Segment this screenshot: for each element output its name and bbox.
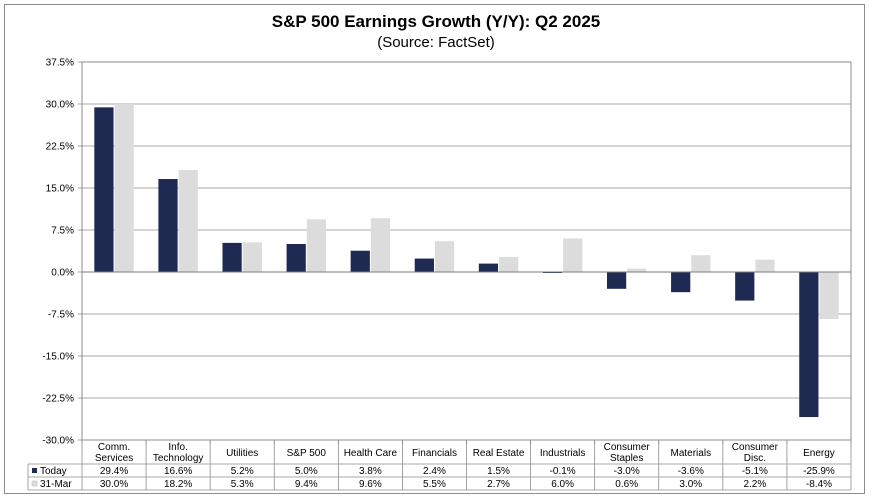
- y-tick-label: 30.0%: [46, 100, 74, 111]
- data-label: 30.0%: [100, 479, 128, 490]
- x-tick-label: Industrials: [540, 448, 586, 459]
- data-label: -3.0%: [614, 466, 640, 477]
- chart-frame: [4, 4, 865, 494]
- data-label: 5.0%: [295, 466, 318, 477]
- x-tick-label: Energy: [803, 448, 835, 459]
- data-label: 5.2%: [231, 466, 254, 477]
- data-label: 3.0%: [679, 479, 702, 490]
- x-tick-label: Services: [95, 453, 133, 464]
- y-tick-label: 37.5%: [46, 58, 74, 69]
- bar-31-mar: [563, 238, 583, 272]
- data-label: 2.7%: [487, 479, 510, 490]
- bar-today: [94, 107, 114, 272]
- x-tick-label: Health Care: [344, 448, 398, 459]
- y-tick-label: 0.0%: [51, 268, 74, 279]
- bar-31-mar: [499, 256, 519, 272]
- data-label: 1.5%: [487, 466, 510, 477]
- y-tick-label: -30.0%: [42, 436, 74, 447]
- legend-key: [31, 480, 38, 487]
- x-tick-label: Financials: [412, 448, 457, 459]
- bar-today: [799, 272, 819, 418]
- data-label: 6.0%: [551, 479, 574, 490]
- bar-today: [286, 244, 306, 272]
- data-label: -3.6%: [678, 466, 704, 477]
- bar-today: [478, 263, 499, 272]
- bar-today: [735, 272, 755, 301]
- bar-31-mar: [306, 219, 327, 272]
- chart-subtitle: (Source: FactSet): [377, 34, 495, 51]
- chart-title: S&P 500 Earnings Growth (Y/Y): Q2 2025: [271, 12, 601, 31]
- bar-31-mar: [691, 255, 711, 272]
- bar-31-mar: [370, 218, 391, 272]
- legend-key: [32, 468, 37, 473]
- y-tick-label: 7.5%: [51, 226, 74, 237]
- data-label: 9.4%: [295, 479, 318, 490]
- bar-31-mar: [114, 104, 134, 272]
- y-tick-label: 15.0%: [46, 184, 74, 195]
- x-tick-label: Consumer: [604, 442, 651, 453]
- bar-today: [606, 272, 627, 289]
- x-tick-label: Real Estate: [473, 448, 525, 459]
- bar-today: [671, 272, 691, 293]
- data-label: 29.4%: [100, 466, 128, 477]
- bar-31-mar: [242, 242, 262, 272]
- x-tick-label: Consumer: [732, 442, 779, 453]
- data-label: -25.9%: [803, 466, 835, 477]
- bar-31-mar: [627, 268, 647, 272]
- data-label: 3.8%: [359, 466, 382, 477]
- x-tick-label: Disc.: [744, 453, 766, 464]
- data-label: 5.5%: [423, 479, 446, 490]
- x-tick-label: Technology: [153, 453, 204, 464]
- y-tick-label: 22.5%: [46, 142, 74, 153]
- x-tick-label: Staples: [610, 453, 643, 464]
- bar-31-mar: [178, 170, 198, 272]
- bar-today: [158, 179, 178, 272]
- legend-label: Today: [40, 466, 67, 477]
- x-tick-label: Utilities: [226, 448, 258, 459]
- legend-label: 31-Mar: [40, 479, 72, 490]
- x-tick-label: Materials: [671, 448, 712, 459]
- data-label: -8.4%: [806, 479, 832, 490]
- data-label: 18.2%: [164, 479, 192, 490]
- data-label: 5.3%: [231, 479, 254, 490]
- data-label: 2.4%: [423, 466, 446, 477]
- x-tick-label: Comm.: [98, 442, 130, 453]
- x-tick-label: Info.: [168, 442, 187, 453]
- data-label: -0.1%: [550, 466, 576, 477]
- bar-31-mar: [755, 259, 775, 272]
- bar-today: [222, 242, 242, 272]
- bar-31-mar: [819, 272, 839, 320]
- y-tick-label: -15.0%: [42, 352, 74, 363]
- data-label: 9.6%: [359, 479, 382, 490]
- data-label: 2.2%: [743, 479, 766, 490]
- data-label: 0.6%: [615, 479, 638, 490]
- bar-today: [414, 258, 434, 272]
- y-tick-label: -22.5%: [42, 394, 74, 405]
- x-tick-label: S&P 500: [287, 448, 327, 459]
- bar-31-mar: [434, 241, 455, 272]
- data-label: -5.1%: [742, 466, 768, 477]
- y-tick-label: -7.5%: [48, 310, 74, 321]
- bar-today: [350, 250, 370, 272]
- data-label: 16.6%: [164, 466, 192, 477]
